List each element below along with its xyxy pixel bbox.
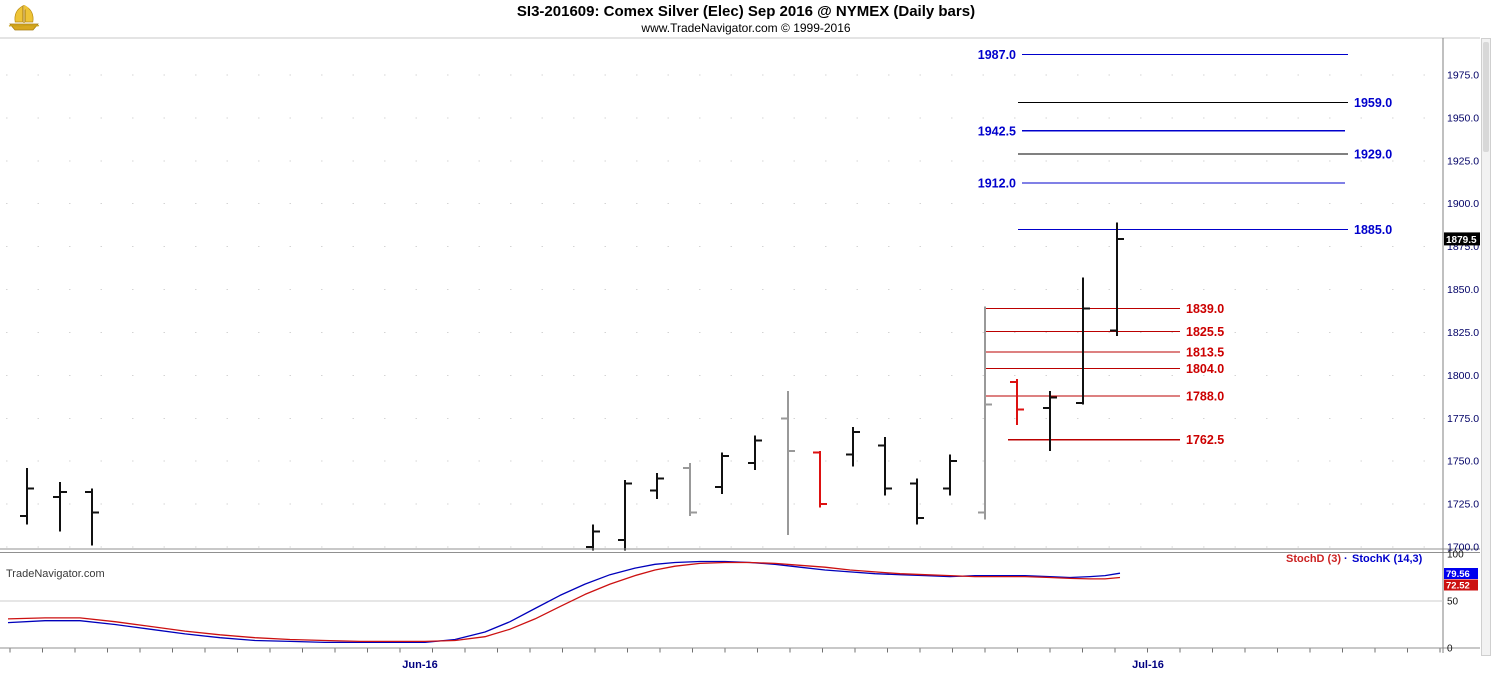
price-axis-label: 1800.0 [1447,370,1479,382]
last-price-value: 1879.5 [1446,235,1477,246]
stoch-scale-label: 100 [1447,550,1464,561]
stoch-scale-label: 50 [1447,597,1459,608]
stoch-badge-value: 79.56 [1446,569,1470,580]
month-label: Jun-16 [402,659,437,671]
price-axis-label: 1950.0 [1447,112,1479,124]
price-axis-label: 1700.0 [1447,542,1479,554]
resistance-label: 1912.0 [978,177,1016,191]
last-price-badge [1444,232,1480,246]
month-label: Jul-16 [1132,659,1164,671]
stoch-line-stochd [7,561,1121,643]
vertical-scrollbar[interactable] [1481,38,1491,656]
support-label: 1839.0 [1186,302,1224,316]
resistance-label: 1959.0 [1354,96,1392,110]
support-label: 1813.5 [1186,346,1224,360]
price-axis-label: 1900.0 [1447,198,1479,210]
support-label: 1825.5 [1186,325,1224,339]
stoch-badge-stochd [1444,579,1478,591]
price-axis-label: 1975.0 [1447,70,1479,82]
legend-separator: · [1344,553,1348,565]
scrollbar-thumb[interactable] [1483,42,1489,152]
support-label: 1788.0 [1186,389,1224,403]
resistance-label: 1929.0 [1354,147,1392,161]
stoch-legend-stochk-14-3-: StochK (14,3) [1352,553,1423,565]
chart-title: SI3-201609: Comex Silver (Elec) Sep 2016… [516,3,976,20]
price-axis-label: 1775.0 [1447,413,1479,425]
stoch-badge-stochk [1444,568,1478,579]
resistance-label: 1942.5 [978,124,1016,138]
support-label: 1762.5 [1186,433,1224,447]
tradenavigator-logo [7,2,41,34]
ship-logo-icon [8,5,40,31]
chart-subtitle: www.TradeNavigator.com © 1999-2016 [641,21,851,35]
stoch-legend-stochd-3-: StochD (3) [1286,553,1341,565]
support-label: 1804.0 [1186,362,1224,376]
price-axis-label: 1850.0 [1447,284,1479,296]
resistance-label: 1987.0 [978,48,1016,62]
price-axis-label: 1925.0 [1447,155,1479,167]
stoch-scale-label: 0 [1447,644,1453,655]
price-axis-label: 1825.0 [1447,327,1479,339]
price-axis-label: 1725.0 [1447,499,1479,511]
stoch-badge-value: 72.52 [1446,581,1470,592]
tradenavigator-watermark: TradeNavigator.com [6,568,105,580]
stoch-line-stochk [7,560,1121,644]
resistance-label: 1885.0 [1354,223,1392,237]
price-axis-label: 1750.0 [1447,456,1479,468]
